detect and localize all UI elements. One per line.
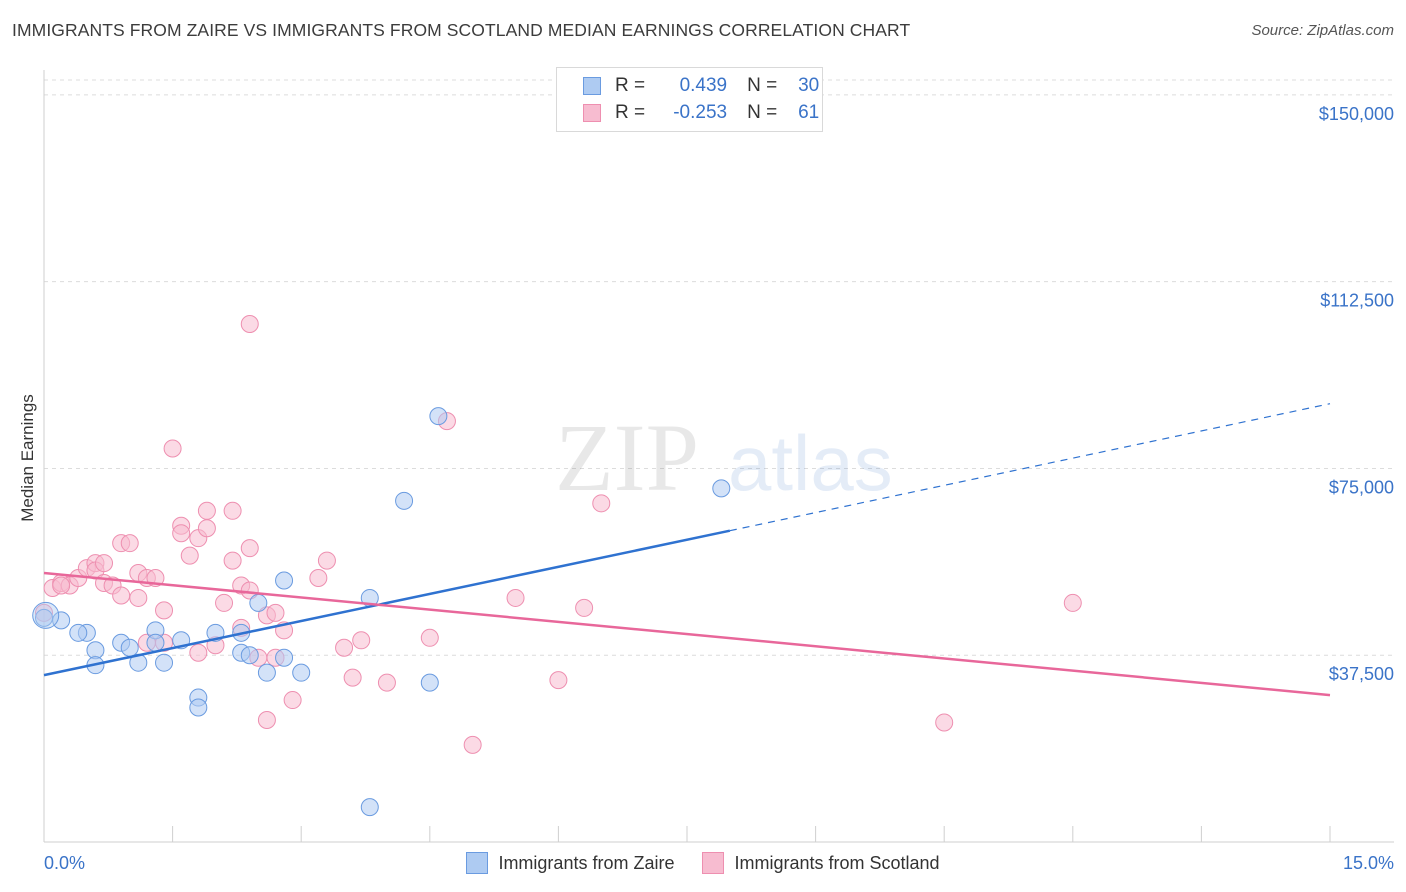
x-tick-label-min: 0.0%: [44, 853, 85, 873]
zaire-point: [120, 638, 139, 657]
scotland-point: [549, 671, 568, 690]
zaire-point: [52, 611, 71, 630]
zaire-point: [275, 648, 294, 667]
scotland-point: [283, 691, 302, 710]
zaire-point: [420, 673, 439, 692]
scotland-point: [223, 551, 242, 570]
series-zaire-points: [32, 407, 731, 817]
scotland-point: [95, 554, 114, 573]
scotland-point: [240, 581, 259, 600]
series-legend-label-zaire: Immigrants from Zaire: [498, 852, 675, 873]
scotland-point: [335, 638, 354, 657]
zaire-point: [429, 407, 448, 426]
scotland-point: [1063, 593, 1082, 612]
zaire-point: [395, 491, 414, 510]
scotland-point: [257, 710, 276, 729]
scotland-point: [420, 628, 439, 647]
scotland-point: [592, 494, 611, 513]
scotland-point: [463, 735, 482, 754]
zaire-point: [275, 571, 294, 590]
zaire-point-large: [32, 601, 60, 629]
series-legend-zaire[interactable]: Immigrants from Zaire: [466, 852, 674, 874]
series-legend-swatch-scotland: [702, 852, 725, 874]
watermark-zip: ZIP: [555, 404, 699, 511]
scotland-point: [317, 551, 336, 570]
correlation-legend: R = 0.439 N = 30 R = -0.253 N = 61: [556, 67, 823, 132]
series-legend-scotland[interactable]: Immigrants from Scotland: [702, 852, 940, 874]
scotland-point: [180, 546, 199, 565]
zaire-point: [292, 663, 311, 682]
x-ticks: [43, 826, 1331, 842]
scotland-point: [240, 315, 259, 334]
scotland-point: [129, 588, 148, 607]
grid-lines: [44, 79, 1394, 656]
y-tick-label: $37,500: [1329, 664, 1394, 684]
zaire-point: [155, 653, 174, 672]
trend-lines: [43, 403, 1331, 697]
zaire-point: [146, 633, 165, 652]
scotland-point: [52, 576, 71, 595]
legend-n-label: N =: [747, 102, 778, 123]
legend-r-label: R =: [615, 75, 646, 96]
series-legend-label-scotland: Immigrants from Scotland: [734, 852, 940, 873]
scotland-point: [163, 439, 182, 458]
source-label: Source: ZipAtlas.com: [1251, 22, 1394, 39]
y-axis-title: Median Earnings: [18, 394, 37, 522]
scotland-point: [240, 539, 259, 558]
legend-swatch-zaire: [583, 77, 601, 95]
series-legend-swatch-zaire: [466, 852, 489, 874]
legend-row-scotland: R = -0.253 N = 61: [583, 100, 819, 126]
scotland-point: [352, 631, 371, 650]
scotland-point: [215, 593, 234, 612]
legend-r-value: 0.439: [679, 75, 728, 96]
scotland-point: [266, 603, 285, 622]
scotland-point: [120, 534, 139, 553]
legend-r-value: -0.253: [673, 102, 728, 123]
zaire-point: [360, 798, 379, 817]
y-tick-label: $150,000: [1319, 104, 1394, 124]
zaire-point: [240, 646, 259, 665]
series-scotland-points: [35, 315, 1082, 754]
scotland-point: [189, 643, 208, 662]
scotland-point: [197, 519, 216, 538]
chart-title: IMMIGRANTS FROM ZAIRE VS IMMIGRANTS FROM…: [12, 20, 911, 40]
scotland-point: [155, 601, 174, 620]
scotland-point: [935, 713, 954, 732]
scotland-point: [172, 524, 191, 543]
scotland-point: [197, 501, 216, 520]
scotland-point: [112, 586, 131, 605]
scotland-trend-line: [43, 571, 1331, 697]
y-tick-labels: $37,500 $75,000 $112,500 $150,000: [1319, 104, 1394, 684]
zaire-point: [69, 623, 88, 642]
scotland-point: [377, 673, 396, 692]
zaire-point: [249, 593, 268, 612]
scotland-point: [309, 569, 328, 588]
x-tick-label-max: 15.0%: [1343, 853, 1394, 873]
legend-r-label: R =: [615, 102, 646, 123]
zaire-trend-line: [43, 529, 731, 677]
legend-swatch-scotland: [583, 104, 601, 122]
legend-row-zaire: R = 0.439 N = 30: [583, 73, 819, 99]
zaire-point: [712, 479, 731, 498]
legend-n-label: N =: [747, 75, 778, 96]
legend-n-value: 61: [798, 102, 820, 123]
series-legend: Immigrants from Zaire Immigrants from Sc…: [0, 852, 1406, 874]
legend-n-value: 30: [798, 75, 820, 96]
scotland-point: [343, 668, 362, 687]
y-tick-label: $75,000: [1329, 477, 1394, 497]
zaire-point: [189, 698, 208, 717]
y-tick-label: $112,500: [1320, 291, 1394, 311]
watermark-atlas: atlas: [728, 419, 893, 507]
zaire-trend-extension: [729, 403, 1331, 532]
zaire-point: [257, 663, 276, 682]
scotland-point: [506, 588, 525, 607]
axes: [43, 70, 1394, 843]
scotland-point: [223, 501, 242, 520]
watermark: ZIP atlas: [555, 404, 893, 511]
scotland-point: [575, 598, 594, 617]
